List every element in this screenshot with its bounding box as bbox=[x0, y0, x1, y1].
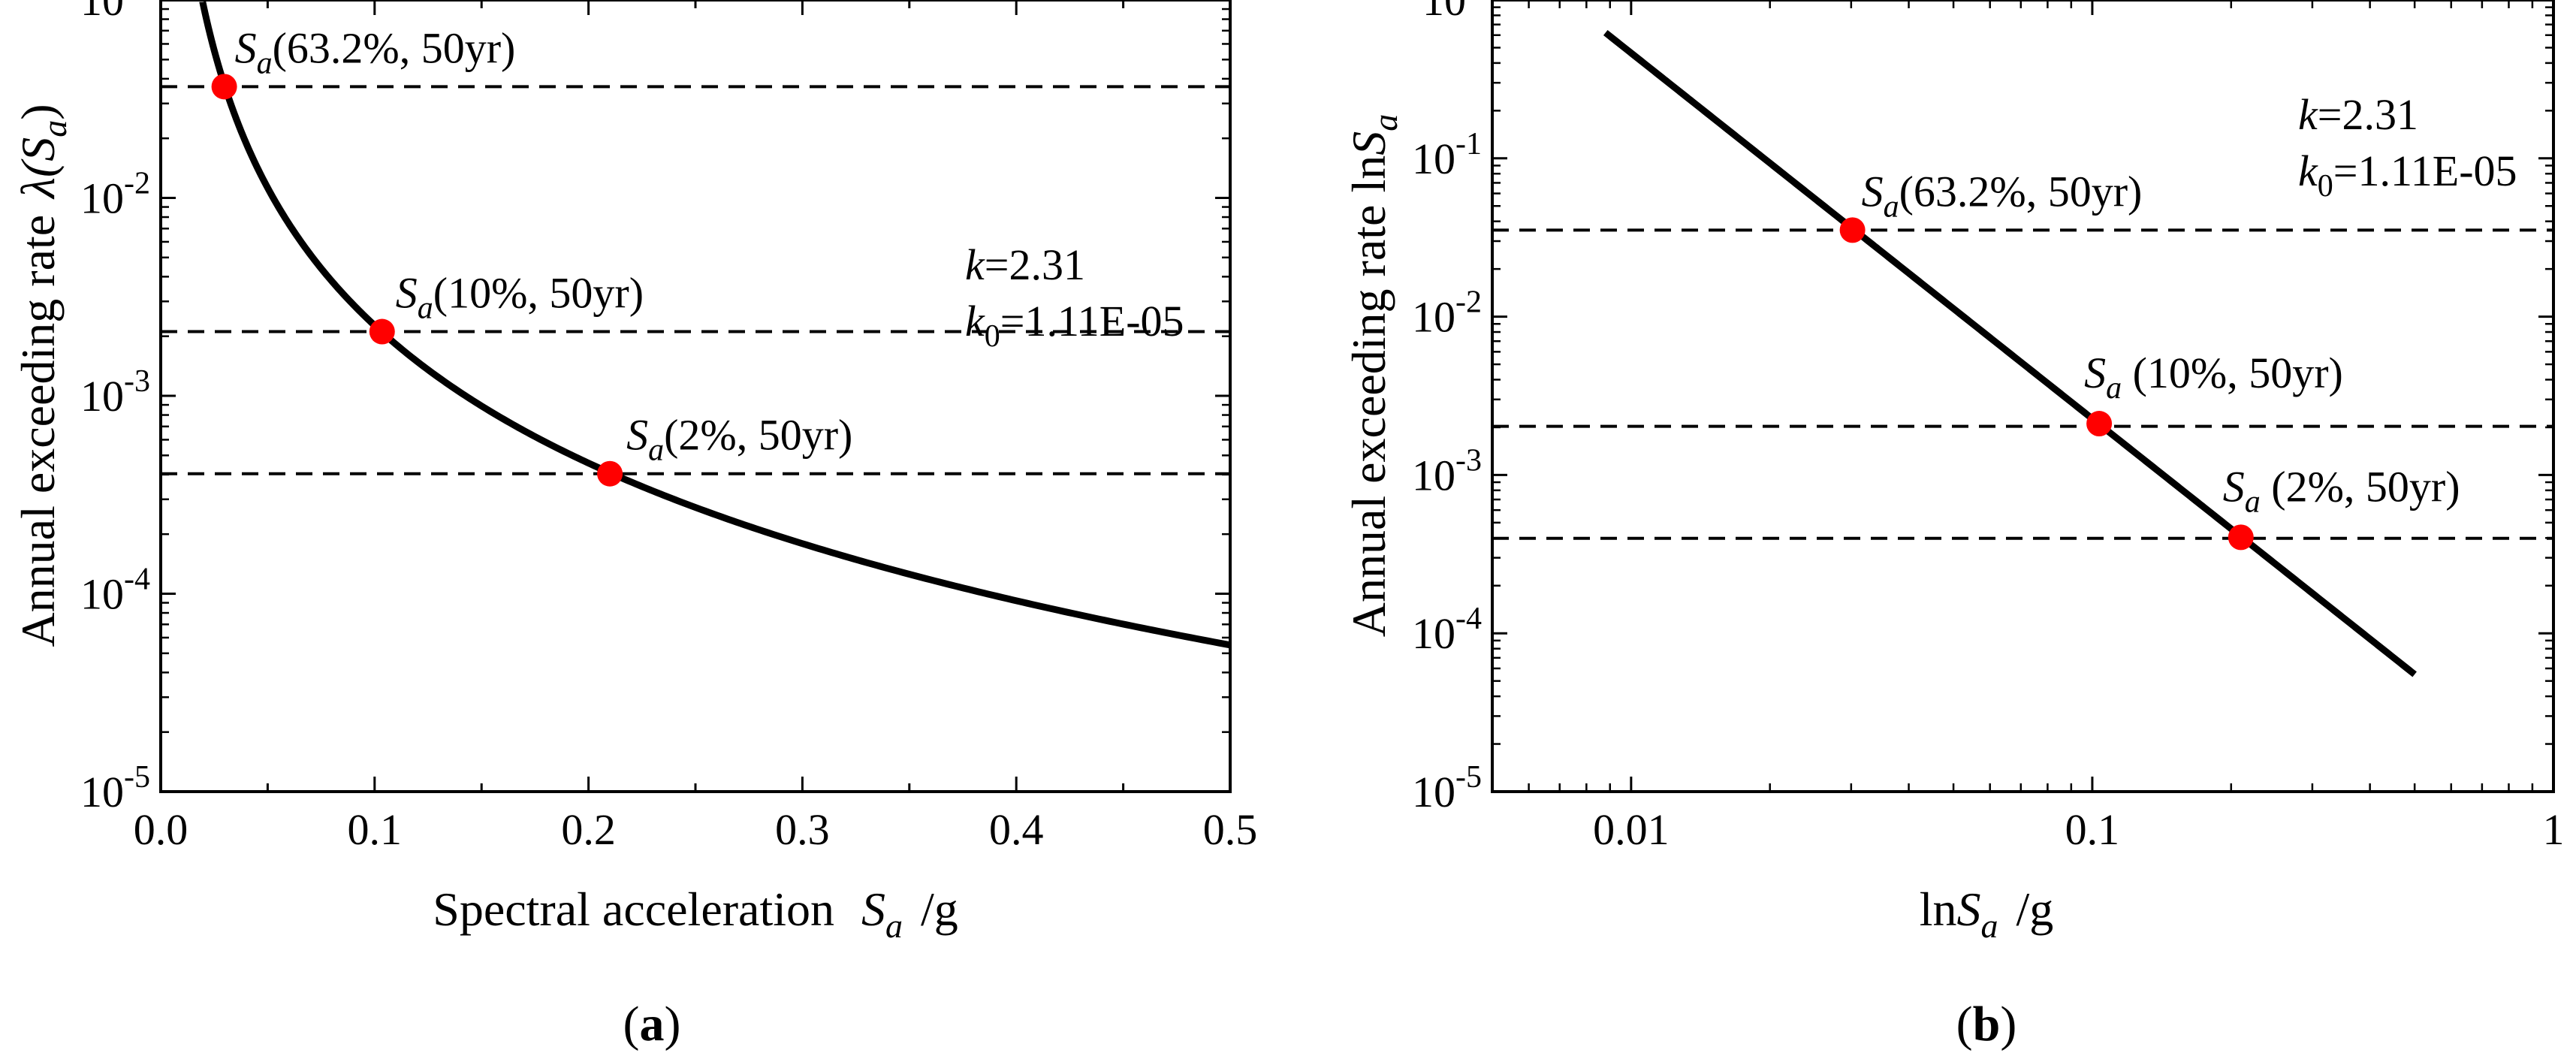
y-tick-label: 10-5 bbox=[80, 760, 150, 816]
y-axis-label: Annual exceeding rate lnSa bbox=[1342, 114, 1404, 638]
x-tick-label: 0.2 bbox=[561, 805, 616, 854]
annotation-k0: k0=1.11E-05 bbox=[2298, 146, 2517, 204]
y-tick-label: 10-1 bbox=[80, 0, 150, 25]
x-axis-label: lnSa/g bbox=[1920, 883, 2054, 945]
hazard-level-marker bbox=[2086, 411, 2113, 437]
hazard-level-marker bbox=[211, 74, 237, 100]
marker-label: Sa(63.2%, 50yr) bbox=[235, 23, 516, 80]
hazard-level-marker bbox=[369, 318, 395, 345]
x-tick-label: 0.3 bbox=[775, 805, 830, 854]
hazard-level-marker bbox=[2228, 524, 2254, 551]
x-tick-label: 0.0 bbox=[134, 805, 189, 854]
hazard-curve bbox=[1603, 29, 2417, 677]
marker-label: Sa (10%, 50yr) bbox=[2084, 348, 2343, 406]
panel-b: 10-5 10-4 10-3 10-2 10-1 100 0.01 0.1 1 Sa(63.2%,… bbox=[1342, 0, 2565, 1051]
x-axis-label: Spectral acceleration Sa/g bbox=[433, 883, 958, 945]
y-axis-label: Annual exceeding rateλ(Sa) bbox=[11, 104, 74, 647]
annotation-k: k=2.31 bbox=[2298, 90, 2418, 139]
plot-frame bbox=[159, 0, 1232, 793]
y-tick-label: 10-2 bbox=[80, 167, 150, 223]
x-tick-label: 0.1 bbox=[2065, 805, 2120, 854]
x-tick-label: 0.1 bbox=[348, 805, 403, 854]
panel-label: (b) bbox=[1956, 997, 2017, 1051]
x-tick-label: 0.01 bbox=[1593, 805, 1670, 854]
marker-label: Sa (2%, 50yr) bbox=[2223, 462, 2460, 519]
annotation-k0: k0=1.11E-05 bbox=[965, 297, 1184, 354]
y-tick-label: 10-2 bbox=[1412, 285, 1482, 342]
x-tick-label: 0.4 bbox=[989, 805, 1044, 854]
marker-label: Sa(10%, 50yr) bbox=[396, 269, 644, 326]
y-tick-label: 10-1 bbox=[1412, 127, 1482, 183]
panel-label: (a) bbox=[623, 997, 681, 1051]
y-tick-label: 10-4 bbox=[1412, 602, 1482, 658]
y-tick-label: 10-5 bbox=[1412, 760, 1482, 816]
hazard-level-marker bbox=[1839, 217, 1866, 243]
y-tick-label: 10-4 bbox=[80, 563, 150, 619]
plot-frame bbox=[1491, 0, 2555, 793]
y-tick-label: 100 bbox=[1422, 0, 1482, 25]
x-tick-label: 0.5 bbox=[1203, 805, 1258, 854]
x-tick-label: 1 bbox=[2543, 805, 2565, 854]
hazard-level-marker bbox=[597, 460, 623, 487]
y-tick-label: 10-3 bbox=[1412, 443, 1482, 499]
panel-a: 10-5 10-4 10-3 10-2 10-1 0.0 0.1 0.2 0.3 0.4 0.5 Sa… bbox=[11, 0, 1257, 1051]
annotation-k: k=2.31 bbox=[965, 240, 1085, 289]
marker-label: Sa(2%, 50yr) bbox=[626, 411, 852, 468]
y-tick-label: 10-3 bbox=[80, 364, 150, 421]
marker-label: Sa(63.2%, 50yr) bbox=[1862, 167, 2143, 224]
